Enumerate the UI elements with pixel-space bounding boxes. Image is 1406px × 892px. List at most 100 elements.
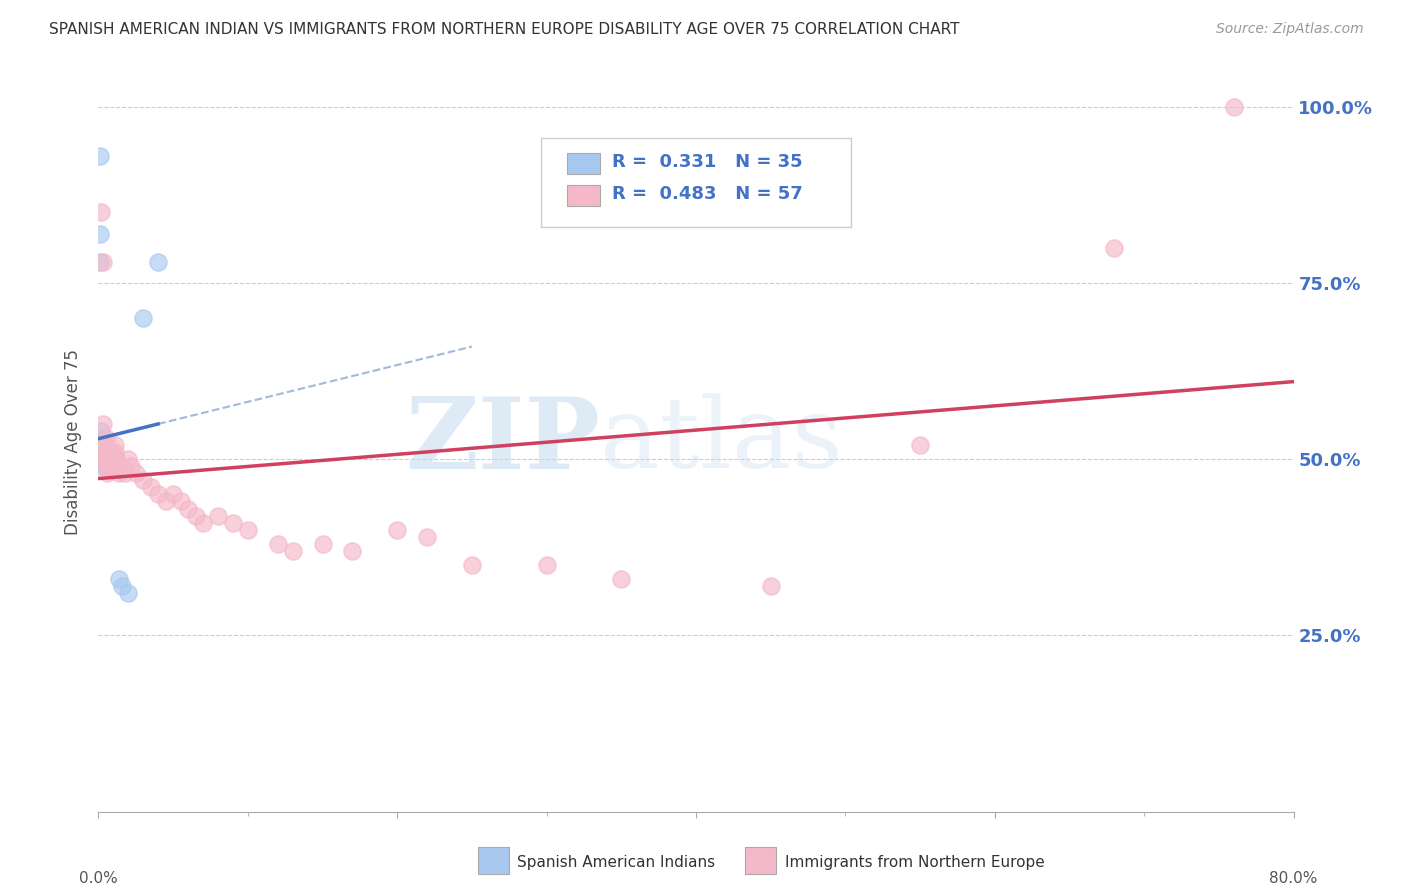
Text: 80.0%: 80.0% <box>1270 871 1317 886</box>
Point <box>94 431 117 445</box>
Point <box>108 572 131 586</box>
Point <box>94 452 117 467</box>
Point <box>98 452 122 467</box>
Point <box>97 452 120 467</box>
Point <box>93 452 115 467</box>
Point <box>96 452 118 467</box>
Point <box>107 459 129 474</box>
Point <box>93 445 115 459</box>
Point <box>125 467 148 481</box>
Point <box>120 459 142 474</box>
FancyBboxPatch shape <box>541 138 852 227</box>
Point <box>139 480 162 494</box>
Point <box>94 438 117 452</box>
Point <box>97 445 120 459</box>
Point <box>342 544 364 558</box>
Point <box>91 445 114 459</box>
Point <box>155 494 177 508</box>
Point <box>91 445 114 459</box>
Point <box>103 452 125 467</box>
Point <box>536 558 558 572</box>
Point <box>94 459 117 474</box>
Point <box>385 523 409 537</box>
Text: Source: ZipAtlas.com: Source: ZipAtlas.com <box>1216 22 1364 37</box>
Text: R =  0.331   N = 35: R = 0.331 N = 35 <box>613 153 803 170</box>
Point <box>89 149 111 163</box>
Point <box>177 501 200 516</box>
Y-axis label: Disability Age Over 75: Disability Age Over 75 <box>65 349 83 534</box>
Point <box>94 445 117 459</box>
Point <box>281 544 304 558</box>
Point <box>90 205 112 219</box>
Point <box>162 487 184 501</box>
Point <box>94 452 117 467</box>
Text: Immigrants from Northern Europe: Immigrants from Northern Europe <box>785 855 1045 870</box>
Point <box>96 467 118 481</box>
Point <box>105 452 128 467</box>
Point <box>96 452 118 467</box>
Point <box>94 445 117 459</box>
Point <box>311 537 333 551</box>
Point <box>103 459 125 474</box>
Text: R =  0.483   N = 57: R = 0.483 N = 57 <box>613 186 803 203</box>
Point <box>908 438 931 452</box>
FancyBboxPatch shape <box>567 186 600 206</box>
Point <box>101 452 124 467</box>
Point <box>104 452 127 467</box>
Point <box>89 227 111 241</box>
Point <box>98 452 122 467</box>
Point <box>101 445 124 459</box>
Point <box>91 452 114 467</box>
Point <box>191 516 214 530</box>
Point <box>90 438 112 452</box>
Point <box>148 254 170 268</box>
Point <box>96 445 118 459</box>
Text: atlas: atlas <box>600 393 844 490</box>
Point <box>461 558 484 572</box>
Point <box>91 459 114 474</box>
Text: 0.0%: 0.0% <box>79 871 118 886</box>
Point <box>93 445 115 459</box>
Point <box>90 438 112 452</box>
Point <box>89 254 111 268</box>
Point <box>91 417 114 431</box>
Point <box>93 459 115 474</box>
Point <box>91 452 114 467</box>
Point <box>111 579 134 593</box>
Point <box>96 459 118 474</box>
Point <box>105 452 128 467</box>
Point <box>114 467 136 481</box>
Point <box>267 537 290 551</box>
Text: ZIP: ZIP <box>405 393 600 490</box>
Point <box>132 311 155 326</box>
Point <box>1104 241 1126 255</box>
Point <box>169 494 191 508</box>
Point <box>236 523 259 537</box>
Point <box>93 438 115 452</box>
Point <box>108 467 131 481</box>
Point <box>148 487 170 501</box>
Point <box>104 445 127 459</box>
Point <box>101 452 124 467</box>
Point <box>90 424 112 438</box>
Point <box>1223 100 1246 114</box>
FancyBboxPatch shape <box>567 153 600 174</box>
Point <box>93 438 115 452</box>
Point <box>90 445 112 459</box>
Point <box>117 452 139 467</box>
Text: Spanish American Indians: Spanish American Indians <box>517 855 716 870</box>
Point <box>104 438 127 452</box>
Point <box>90 431 112 445</box>
Point <box>132 473 155 487</box>
Text: SPANISH AMERICAN INDIAN VS IMMIGRANTS FROM NORTHERN EUROPE DISABILITY AGE OVER 7: SPANISH AMERICAN INDIAN VS IMMIGRANTS FR… <box>49 22 960 37</box>
Point <box>759 579 782 593</box>
Point <box>98 459 122 474</box>
Point <box>98 445 122 459</box>
Point <box>93 452 115 467</box>
Point <box>91 254 114 268</box>
Point <box>103 459 125 474</box>
Point <box>207 508 229 523</box>
Point <box>222 516 245 530</box>
Point <box>93 452 115 467</box>
Point <box>111 459 134 474</box>
